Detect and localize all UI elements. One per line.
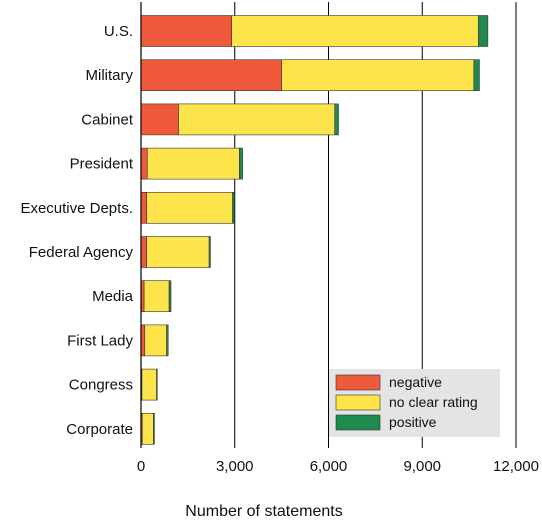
bar-segment-positive <box>168 280 172 313</box>
bar-segment-no-clear-rating <box>146 236 210 268</box>
x-tick-label: 9,000 <box>403 458 441 475</box>
bar-segment-negative <box>140 192 147 224</box>
category-label: U.S. <box>104 23 133 40</box>
bar-segment-negative <box>140 236 147 268</box>
bar-segment-no-clear-rating <box>281 59 475 92</box>
bar-segment-positive <box>166 324 169 357</box>
legend-swatch <box>335 394 381 411</box>
legend-label: positive <box>389 414 437 430</box>
bar-segment-negative <box>140 147 148 180</box>
bar-segment-positive <box>478 15 489 47</box>
category-label: Military <box>86 67 134 84</box>
legend-swatch <box>335 414 381 431</box>
category-label: Cabinet <box>81 111 134 128</box>
bar-segment-no-clear-rating <box>231 15 479 47</box>
bar-segment-no-clear-rating <box>178 103 336 136</box>
bar-segment-positive <box>334 103 339 136</box>
bar-segment-positive <box>232 192 235 224</box>
bar-segment-negative <box>140 103 179 136</box>
x-tick-labels: 0 3,000 6,000 9,000 12,000 <box>137 458 539 475</box>
category-label: Media <box>92 288 134 305</box>
legend-label: no clear rating <box>389 394 478 410</box>
category-label: President <box>70 156 134 173</box>
x-axis-title: Number of statements <box>185 503 342 520</box>
bar-segment-no-clear-rating <box>146 147 240 180</box>
bar-segment-negative <box>140 15 232 47</box>
bar-segment-no-clear-rating <box>144 324 167 357</box>
bar-segment-positive <box>473 59 480 92</box>
legend: negative no clear rating positive <box>329 369 500 437</box>
x-tick-label: 3,000 <box>216 458 254 475</box>
bar-segment-positive <box>208 236 211 268</box>
bar-segment-no-clear-rating <box>143 280 170 313</box>
x-tick-label: 0 <box>137 458 145 475</box>
bar-segment-positive <box>153 412 155 445</box>
category-label: Federal Agency <box>29 244 134 261</box>
category-label: Corporate <box>66 421 133 438</box>
x-tick-label: 12,000 <box>493 458 539 475</box>
bar-segment-no-clear-rating <box>141 412 154 445</box>
category-label: Congress <box>69 377 133 394</box>
bar-segment-no-clear-rating <box>146 192 233 224</box>
bar-segment-positive <box>239 147 243 180</box>
x-tick-label: 6,000 <box>310 458 348 475</box>
bar-segment-negative <box>140 59 282 92</box>
category-label: Executive Depts. <box>20 200 133 217</box>
bar-segment-no-clear-rating <box>141 368 157 401</box>
bar-segment-positive <box>156 368 158 401</box>
bars <box>140 15 489 445</box>
category-label: First Lady <box>67 332 133 349</box>
category-labels: U.S. Military Cabinet President Executive De… <box>20 23 133 438</box>
legend-label: negative <box>389 374 442 390</box>
legend-swatch <box>335 374 381 391</box>
